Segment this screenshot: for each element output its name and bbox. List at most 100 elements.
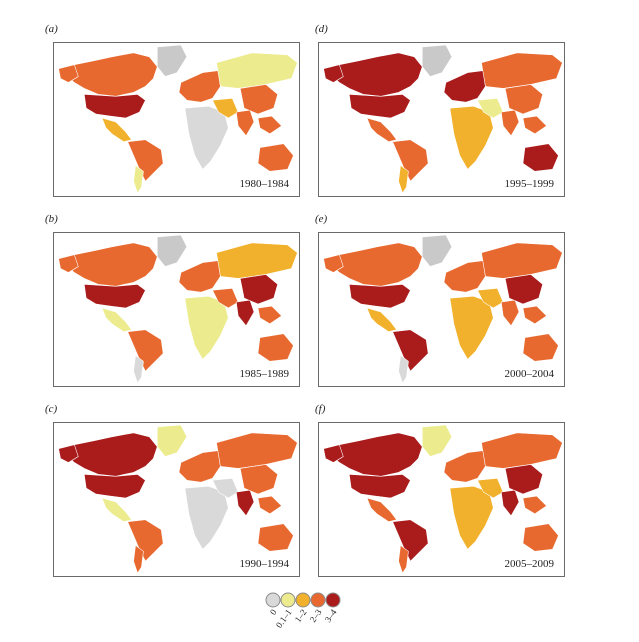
region-mideast xyxy=(212,477,239,499)
region-central xyxy=(101,497,133,523)
region-australia xyxy=(257,523,294,552)
region-greenland xyxy=(421,44,453,77)
region-europe xyxy=(178,70,221,103)
region-alaska xyxy=(323,444,344,463)
region-mideast xyxy=(477,477,504,499)
region-na xyxy=(61,432,158,477)
region-sa xyxy=(392,329,429,372)
region-na xyxy=(61,242,158,287)
region-china xyxy=(239,274,279,305)
region-sa xyxy=(127,139,164,182)
region-usa xyxy=(348,284,411,309)
region-europe xyxy=(178,260,221,293)
map-panel-a: 1980–1984 xyxy=(53,42,300,197)
region-europe xyxy=(443,70,486,103)
region-sa_south xyxy=(398,544,409,574)
world-map xyxy=(323,234,563,384)
legend-swatch xyxy=(325,592,341,608)
world-map xyxy=(58,424,298,574)
legend-label: 0.1–1 xyxy=(274,607,294,629)
region-mideast xyxy=(477,97,504,119)
region-europe xyxy=(443,260,486,293)
legend-label: 1–2 xyxy=(293,607,309,624)
period-label: 1995–1999 xyxy=(502,178,556,190)
region-australia xyxy=(257,143,294,172)
period-label: 2000–2004 xyxy=(502,368,556,380)
region-alaska xyxy=(58,64,79,83)
region-alaska xyxy=(58,444,79,463)
region-australia xyxy=(522,143,559,172)
panel-label-d: (d) xyxy=(315,23,328,35)
region-russia xyxy=(481,242,563,279)
region-russia xyxy=(481,432,563,469)
panel-label-a: (a) xyxy=(45,23,58,35)
region-sa_south xyxy=(398,164,409,194)
region-central xyxy=(366,307,398,333)
region-india xyxy=(235,299,255,327)
legend-swatches: 00.1–1 1–2 2–3 3–4 xyxy=(265,592,341,630)
region-na xyxy=(326,242,423,287)
region-na xyxy=(326,432,423,477)
region-australia xyxy=(522,523,559,552)
period-label: 1990–1994 xyxy=(237,558,291,570)
region-mideast xyxy=(212,287,239,309)
region-alaska xyxy=(323,64,344,83)
region-mideast xyxy=(212,97,239,119)
region-russia xyxy=(216,432,298,469)
region-sa xyxy=(127,329,164,372)
map-panel-f: 2005–2009 xyxy=(318,422,565,577)
region-india xyxy=(500,299,520,327)
region-europe xyxy=(178,450,221,483)
region-usa xyxy=(83,94,146,119)
legend-swatch xyxy=(280,592,296,608)
panel-label-f: (f) xyxy=(315,403,326,415)
region-russia xyxy=(216,52,298,89)
map-panel-c: 1990–1994 xyxy=(53,422,300,577)
region-greenland xyxy=(156,234,188,267)
region-greenland xyxy=(421,234,453,267)
region-usa xyxy=(83,284,146,309)
region-sea xyxy=(522,495,548,515)
region-central xyxy=(366,117,398,143)
region-africa xyxy=(184,485,229,550)
region-australia xyxy=(257,333,294,362)
region-africa xyxy=(449,295,494,360)
legend-label: 3–4 xyxy=(323,607,339,624)
legend-label: 2–3 xyxy=(308,607,324,624)
region-sa_south xyxy=(133,354,144,384)
world-map xyxy=(58,44,298,194)
region-africa xyxy=(184,295,229,360)
region-sa xyxy=(127,519,164,562)
period-label: 1980–1984 xyxy=(237,178,291,190)
region-greenland xyxy=(421,424,453,457)
region-sea xyxy=(522,115,548,135)
region-sea xyxy=(257,495,283,515)
region-usa xyxy=(348,94,411,119)
world-map xyxy=(323,44,563,194)
period-label: 2005–2009 xyxy=(502,558,556,570)
region-africa xyxy=(449,105,494,170)
region-central xyxy=(101,117,133,143)
world-map xyxy=(58,234,298,384)
region-na xyxy=(61,52,158,97)
region-china xyxy=(504,274,544,305)
region-sea xyxy=(522,305,548,325)
region-mideast xyxy=(477,287,504,309)
region-russia xyxy=(481,52,563,89)
region-sea xyxy=(257,115,283,135)
region-alaska xyxy=(323,254,344,273)
map-panel-e: 2000–2004 xyxy=(318,232,565,387)
map-panel-d: 1995–1999 xyxy=(318,42,565,197)
region-central xyxy=(101,307,133,333)
region-india xyxy=(500,489,520,517)
region-alaska xyxy=(58,254,79,273)
world-map xyxy=(323,424,563,574)
region-india xyxy=(235,109,255,137)
legend-swatch xyxy=(265,592,281,608)
region-india xyxy=(235,489,255,517)
region-australia xyxy=(522,333,559,362)
region-usa xyxy=(348,474,411,499)
region-sa xyxy=(392,139,429,182)
legend-label: 0 xyxy=(268,607,279,617)
region-china xyxy=(504,84,544,115)
